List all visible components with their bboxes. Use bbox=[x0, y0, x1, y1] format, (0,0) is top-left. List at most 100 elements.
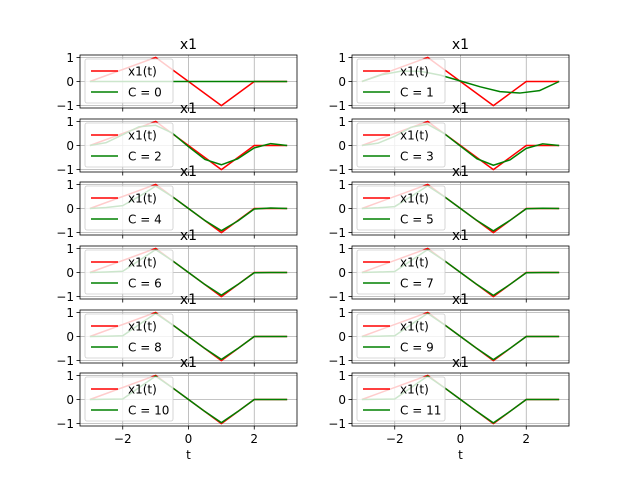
y-tick-label: −1 bbox=[328, 290, 346, 304]
y-tick-label: 0 bbox=[338, 393, 346, 407]
subplot-title: x1 bbox=[452, 101, 469, 117]
y-tick-label: −1 bbox=[328, 99, 346, 113]
x-axis-label: t bbox=[186, 448, 191, 462]
x-tick-label: −2 bbox=[114, 432, 132, 446]
legend: x1(t) C = 7 bbox=[356, 249, 446, 295]
y-tick-label: 0 bbox=[338, 75, 346, 89]
legend-label: C = 2 bbox=[128, 150, 162, 164]
subplot-2: −1 0 1 x1 x1(t) C = 2 bbox=[56, 101, 298, 177]
subplot-4: −1 0 1 x1 x1(t) C = 4 bbox=[56, 164, 298, 240]
legend: x1(t) C = 2 bbox=[84, 122, 174, 168]
legend-label: x1(t) bbox=[128, 65, 157, 79]
y-tick-label: 0 bbox=[66, 139, 74, 153]
legend-label: C = 3 bbox=[400, 150, 434, 164]
subplot-7: −1 0 1 x1 x1(t) C = 7 bbox=[328, 228, 570, 304]
y-tick-label: −1 bbox=[56, 290, 74, 304]
legend-label: C = 10 bbox=[128, 404, 169, 418]
legend-label: x1(t) bbox=[128, 383, 157, 397]
subplot-title: x1 bbox=[452, 37, 469, 53]
y-tick-label: 0 bbox=[338, 202, 346, 216]
legend-label: C = 4 bbox=[128, 213, 162, 227]
y-tick-label: 1 bbox=[338, 51, 346, 65]
legend-label: C = 1 bbox=[400, 86, 434, 100]
y-tick-label: 1 bbox=[66, 306, 74, 320]
y-tick-label: −1 bbox=[56, 354, 74, 368]
y-tick-label: 1 bbox=[66, 242, 74, 256]
y-tick-label: 1 bbox=[338, 369, 346, 383]
legend-label: x1(t) bbox=[128, 320, 157, 334]
legend-label: C = 9 bbox=[400, 341, 434, 355]
legend: x1(t) C = 0 bbox=[84, 58, 174, 104]
legend-label: x1(t) bbox=[400, 320, 429, 334]
legend-label: x1(t) bbox=[400, 65, 429, 79]
subplot-title: x1 bbox=[180, 37, 197, 53]
y-tick-label: 1 bbox=[66, 178, 74, 192]
y-tick-label: −1 bbox=[328, 417, 346, 431]
y-tick-label: 1 bbox=[66, 115, 74, 129]
subplot-1: −1 0 1 x1 x1(t) C = 1 bbox=[328, 37, 570, 113]
y-tick-label: −1 bbox=[328, 163, 346, 177]
subplot-10: −1 0 1 −2 0 2 t x1 x1(t) C = 10 bbox=[56, 355, 298, 462]
subplot-title: x1 bbox=[452, 355, 469, 371]
legend: x1(t) C = 9 bbox=[356, 313, 446, 359]
y-tick-label: −1 bbox=[56, 99, 74, 113]
subplot-title: x1 bbox=[452, 164, 469, 180]
legend-label: x1(t) bbox=[400, 383, 429, 397]
x-tick-label: 2 bbox=[522, 432, 530, 446]
y-tick-label: 0 bbox=[338, 266, 346, 280]
subplot-title: x1 bbox=[180, 355, 197, 371]
x-tick-label: 2 bbox=[250, 432, 258, 446]
subplot-title: x1 bbox=[452, 228, 469, 244]
subplot-5: −1 0 1 x1 x1(t) C = 5 bbox=[328, 164, 570, 240]
subplot-title: x1 bbox=[452, 292, 469, 308]
subplot-6: −1 0 1 x1 x1(t) C = 6 bbox=[56, 228, 298, 304]
y-tick-label: 1 bbox=[338, 178, 346, 192]
legend: x1(t) C = 8 bbox=[84, 313, 174, 359]
legend: x1(t) C = 5 bbox=[356, 185, 446, 231]
x-tick-label: 0 bbox=[457, 432, 465, 446]
y-tick-label: 1 bbox=[66, 369, 74, 383]
y-tick-label: 0 bbox=[66, 75, 74, 89]
legend: x1(t) C = 1 bbox=[356, 58, 446, 104]
y-tick-label: 0 bbox=[66, 202, 74, 216]
subplot-11: −1 0 1 −2 0 2 t x1 x1(t) C = 11 bbox=[328, 355, 570, 462]
y-tick-label: 0 bbox=[338, 330, 346, 344]
subplot-3: −1 0 1 x1 x1(t) C = 3 bbox=[328, 101, 570, 177]
legend: x1(t) C = 6 bbox=[84, 249, 174, 295]
y-tick-label: 0 bbox=[66, 393, 74, 407]
legend-label: C = 6 bbox=[128, 277, 162, 291]
y-tick-label: 1 bbox=[338, 242, 346, 256]
legend-label: x1(t) bbox=[400, 256, 429, 270]
subplot-title: x1 bbox=[180, 164, 197, 180]
legend: x1(t) C = 11 bbox=[356, 376, 446, 422]
y-tick-label: −1 bbox=[56, 417, 74, 431]
y-tick-label: −1 bbox=[328, 226, 346, 240]
x-axis-label: t bbox=[458, 448, 463, 462]
subplot-title: x1 bbox=[180, 228, 197, 244]
legend-label: C = 0 bbox=[128, 86, 162, 100]
y-tick-label: −1 bbox=[56, 163, 74, 177]
y-tick-label: 1 bbox=[338, 115, 346, 129]
y-tick-label: −1 bbox=[56, 226, 74, 240]
legend-label: C = 8 bbox=[128, 341, 162, 355]
subplot-9: −1 0 1 x1 x1(t) C = 9 bbox=[328, 292, 570, 368]
legend: x1(t) C = 4 bbox=[84, 185, 174, 231]
x-tick-label: 0 bbox=[185, 432, 193, 446]
subplot-8: −1 0 1 x1 x1(t) C = 8 bbox=[56, 292, 298, 368]
y-tick-label: 0 bbox=[66, 330, 74, 344]
y-tick-label: −1 bbox=[328, 354, 346, 368]
legend-label: C = 5 bbox=[400, 213, 434, 227]
legend-label: x1(t) bbox=[400, 192, 429, 206]
legend-label: x1(t) bbox=[128, 256, 157, 270]
legend: x1(t) C = 3 bbox=[356, 122, 446, 168]
legend-label: C = 7 bbox=[400, 277, 434, 291]
legend-label: x1(t) bbox=[400, 129, 429, 143]
subplot-title: x1 bbox=[180, 101, 197, 117]
legend-label: x1(t) bbox=[128, 192, 157, 206]
legend-label: x1(t) bbox=[128, 129, 157, 143]
y-tick-label: 0 bbox=[66, 266, 74, 280]
y-tick-label: 1 bbox=[66, 51, 74, 65]
y-tick-label: 1 bbox=[338, 306, 346, 320]
subplot-title: x1 bbox=[180, 292, 197, 308]
